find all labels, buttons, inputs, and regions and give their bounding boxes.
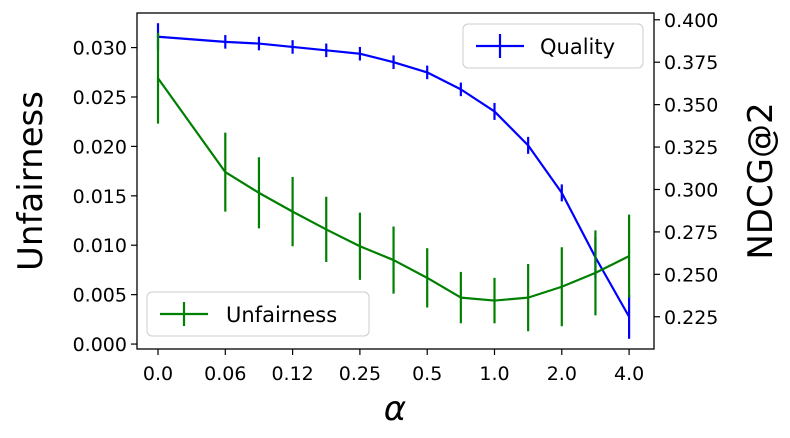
legend-quality-label: Quality [540,35,615,59]
left-tick-label: 0.020 [73,136,127,158]
unfairness-series-line [157,77,630,302]
legend-unfairness-label: Unfairness [226,303,337,327]
x-tick-label: 4.0 [614,363,644,385]
right-axis-label: NDCG@2 [741,102,781,259]
left-tick-label: 0.025 [73,87,127,109]
right-tick-label: 0.350 [664,95,718,117]
legend-quality: Quality [462,23,644,69]
left-tick-label: 0.005 [73,285,127,307]
legend-unfairness: Unfairness [146,291,370,337]
right-tick-label: 0.400 [664,10,718,32]
right-tick-label: 0.300 [664,179,718,201]
x-axis-label: α [384,389,406,429]
x-tick-label: 1.0 [479,363,509,385]
left-axis-ticks: 0.000 0.005 0.010 0.015 0.020 0.025 0.030 [73,38,137,356]
right-axis-ticks: 0.225 0.250 0.275 0.300 0.325 0.350 0.375 0.400 [654,10,718,329]
x-tick-label: 0.25 [339,363,381,385]
left-axis-label: Unfairness [11,91,51,271]
chart-marks [156,23,631,339]
left-tick-label: 0.030 [73,38,127,60]
right-tick-label: 0.225 [664,307,718,329]
plot-frame [136,12,655,350]
legend-unfairness-box [146,291,370,337]
quality-series-line [157,35,631,318]
right-tick-label: 0.275 [664,222,718,244]
x-tick-label: 0.5 [412,363,442,385]
left-tick-label: 0.010 [73,235,127,257]
x-tick-label: 2.0 [547,363,577,385]
legend-quality-box [462,23,644,69]
x-tick-label: 0.0 [143,363,173,385]
x-tick-label: 0.06 [204,363,246,385]
x-axis-ticks: 0.0 0.06 0.12 0.25 0.5 1.0 2.0 4.0 [143,349,644,385]
right-tick-label: 0.250 [664,264,718,286]
x-tick-label: 0.12 [271,363,313,385]
left-tick-label: 0.000 [73,334,127,356]
right-tick-label: 0.325 [664,137,718,159]
right-tick-label: 0.375 [664,52,718,74]
left-tick-label: 0.015 [73,186,127,208]
